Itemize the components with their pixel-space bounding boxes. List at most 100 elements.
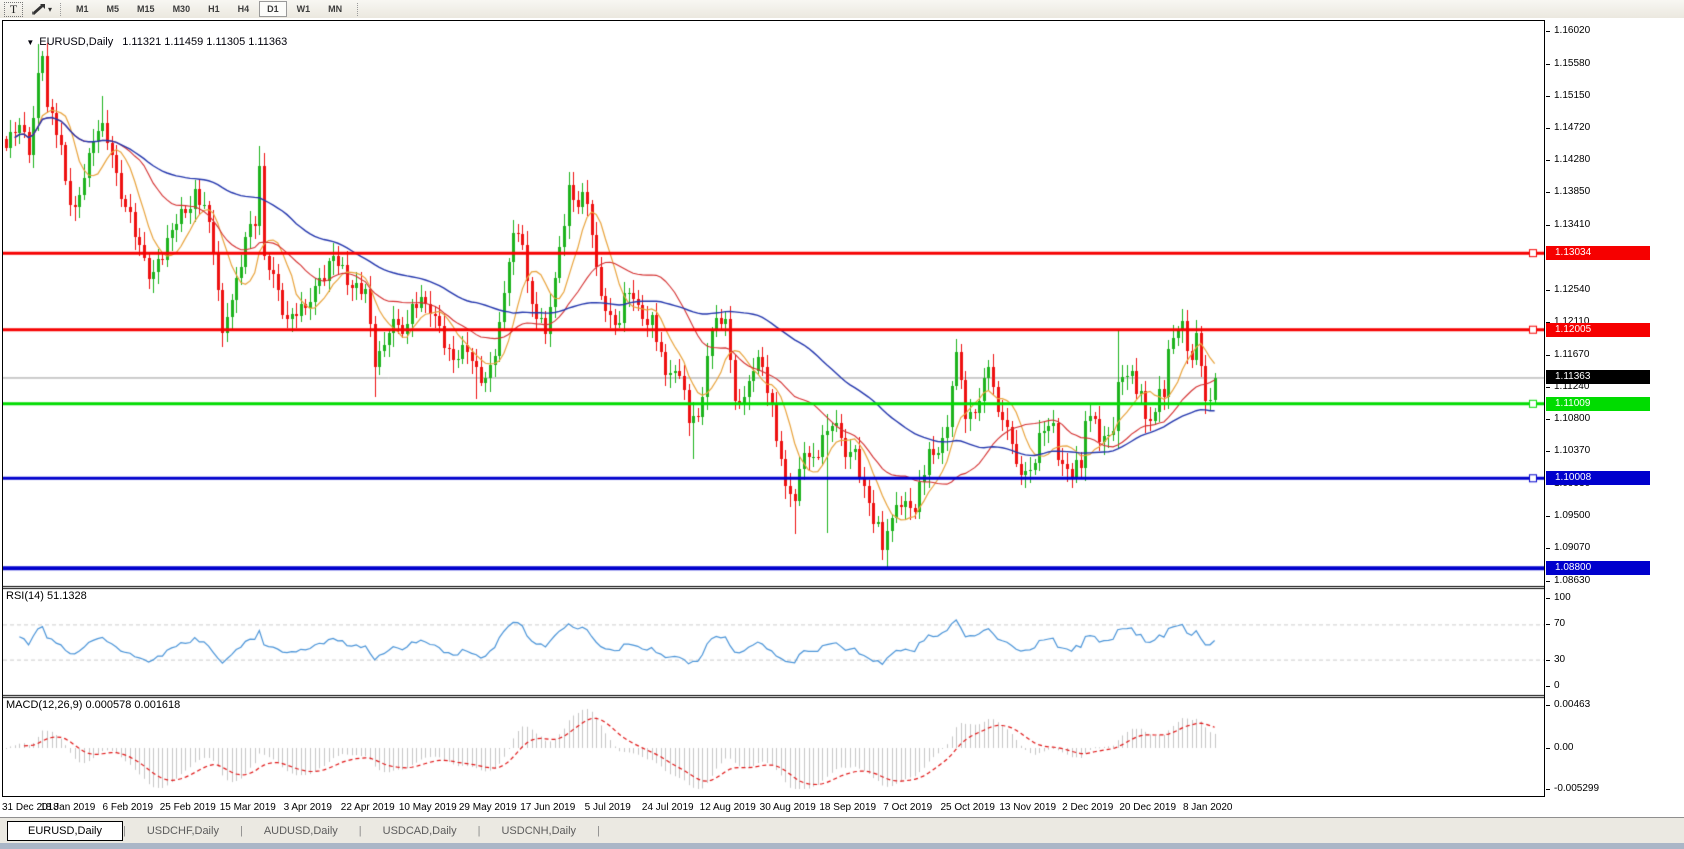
price-tick-label: 1.11240 (1554, 380, 1590, 392)
timeframe-button-group: M1 M5 M15 M30 H1 H4 D1 W1 MN (67, 1, 351, 17)
price-tick-label: 1.15580 (1554, 57, 1591, 69)
timeframe-button-w1[interactable]: W1 (296, 4, 311, 14)
tick-mark-icon (1546, 63, 1550, 65)
time-label: 30 Aug 2019 (759, 802, 816, 813)
time-label: 20 Dec 2019 (1119, 802, 1177, 813)
price-line-label: 1.10008 (1546, 471, 1650, 486)
chart-tab-bar: EURUSD,Daily | USDCHF,Daily | AUDUSD,Daily | U… (0, 817, 1684, 843)
chart-toolbar: T ▾ M1 M5 M15 M30 H1 H4 D1 W1 MN (0, 0, 1684, 18)
price-line-label: 1.11009 (1546, 396, 1650, 411)
timeframe-button-h1[interactable]: H1 (208, 4, 220, 14)
dropdown-caret-icon: ▾ (48, 4, 53, 14)
tab-eurusd-daily[interactable]: EURUSD,Daily (7, 820, 123, 841)
time-label: 6 Feb 2019 (102, 802, 154, 813)
time-label: 12 Aug 2019 (699, 802, 756, 813)
rsi-tick-label: 30 (1554, 653, 1566, 665)
price-tick-label: 1.14280 (1554, 154, 1591, 166)
time-label: 18 Jan 2019 (40, 802, 96, 813)
tick-mark-icon (1546, 548, 1550, 550)
tab-usdcad-daily[interactable]: USDCAD,Daily (382, 824, 457, 837)
price-tick-label: 1.12540 (1554, 283, 1591, 295)
time-label: 25 Feb 2019 (159, 802, 216, 813)
tick-mark-icon (1546, 748, 1550, 749)
tick-mark-icon (1546, 354, 1550, 356)
tab-separator: | (239, 824, 243, 837)
price-tick-label: 1.15150 (1554, 89, 1591, 101)
price-axis[interactable]: 1.16020 1.15580 1.15150 1.14720 1.14280 1.138… (1546, 20, 1684, 797)
price-tick-label: 1.08630 (1554, 574, 1591, 586)
time-axis[interactable]: 31 Dec 2018 18 Jan 2019 6 Feb 2019 25 Feb 2… (0, 799, 1684, 817)
tick-mark-icon (1546, 31, 1550, 32)
tab-separator: | (122, 824, 126, 837)
toolbar-separator (60, 2, 62, 16)
macd-tick-label: 0.00 (1554, 742, 1574, 753)
time-label: 2 Dec 2019 (1062, 802, 1114, 813)
time-label: 25 Oct 2019 (940, 802, 995, 813)
status-strip (0, 843, 1684, 849)
arrows-tool-button[interactable]: ▾ (29, 2, 54, 17)
rsi-tick-label: 70 (1554, 618, 1566, 630)
tick-mark-icon (1546, 516, 1550, 518)
price-tick-label: 1.13410 (1554, 219, 1591, 231)
price-tick-label: 1.13850 (1554, 186, 1591, 198)
tick-mark-icon (1546, 160, 1550, 162)
price-line-label: 1.12005 (1546, 322, 1650, 337)
timeframe-button-d1[interactable]: D1 (259, 1, 287, 17)
tick-mark-icon (1546, 95, 1550, 97)
macd-indicator-label: MACD(12,26,9) 0.000578 0.001618 (6, 699, 181, 711)
time-label: 7 Oct 2019 (883, 802, 933, 813)
tick-mark-icon (1546, 127, 1550, 129)
price-tick-label: 1.16020 (1554, 25, 1591, 36)
timeframe-button-m5[interactable]: M5 (106, 4, 120, 14)
rsi-indicator-label: RSI(14) 51.1328 (6, 590, 87, 602)
ohlc-values: 1.11321 1.11459 1.11305 1.11363 (122, 36, 288, 48)
time-label: 24 Jul 2019 (641, 802, 694, 813)
symbol-period-label: EURUSD,Daily (39, 36, 114, 48)
tick-mark-icon (1546, 419, 1550, 421)
tick-mark-icon (1546, 321, 1550, 323)
timeframe-button-m15[interactable]: M15 (137, 4, 155, 14)
timeframe-button-mn[interactable]: MN (328, 4, 343, 14)
price-tick-label: 1.11670 (1554, 348, 1590, 360)
rsi-tick-label: 100 (1554, 592, 1571, 603)
tab-audusd-daily[interactable]: AUDUSD,Daily (263, 824, 338, 837)
time-label: 15 Mar 2019 (219, 802, 276, 813)
tab-separator: | (358, 824, 362, 837)
tick-mark-icon (1546, 598, 1550, 599)
chart-title: ▼ EURUSD,Daily 1.11321 1.11459 1.11305 1.1… (8, 24, 287, 60)
arrows-tool-icon (32, 3, 45, 15)
tab-usdchf-daily[interactable]: USDCHF,Daily (146, 824, 219, 837)
tick-mark-icon (1546, 624, 1550, 626)
tick-mark-icon (1546, 192, 1550, 194)
price-tick-label: 1.09070 (1554, 542, 1591, 554)
current-price-label: 1.11363 (1546, 370, 1650, 385)
tick-mark-icon (1546, 704, 1550, 706)
time-label: 10 May 2019 (398, 802, 457, 813)
time-label: 22 Apr 2019 (340, 802, 395, 813)
price-tick-label: 1.09500 (1554, 510, 1591, 522)
tick-mark-icon (1546, 789, 1550, 790)
macd-tick-label: -0.005299 (1554, 783, 1600, 794)
rsi-tick-label: 0 (1554, 680, 1560, 691)
price-tick-label: 1.12110 (1554, 315, 1590, 327)
macd-tick-label: 0.00463 (1554, 698, 1591, 710)
toolbar-separator (357, 2, 359, 16)
tick-mark-icon (1546, 225, 1550, 227)
time-label: 3 Apr 2019 (283, 802, 332, 813)
collapse-triangle-icon[interactable]: ▼ (26, 38, 35, 47)
price-line-label: 1.08800 (1546, 561, 1650, 576)
time-label: 8 Jan 2020 (1182, 802, 1233, 813)
price-chart-canvas[interactable] (3, 21, 1544, 796)
tick-mark-icon (1546, 686, 1550, 687)
tick-mark-icon (1546, 289, 1550, 291)
price-tick-label: 1.10800 (1554, 413, 1591, 425)
timeframe-button-m30[interactable]: M30 (172, 4, 191, 14)
time-label: 5 Jul 2019 (584, 802, 631, 813)
timeframe-button-m1[interactable]: M1 (76, 4, 89, 14)
text-tool-button[interactable]: T (4, 1, 23, 17)
timeframe-button-h4[interactable]: H4 (237, 4, 250, 14)
tab-usdcnh-daily[interactable]: USDCNH,Daily (501, 824, 577, 837)
price-tick-label: 1.14720 (1554, 121, 1591, 133)
tick-mark-icon (1546, 580, 1550, 582)
